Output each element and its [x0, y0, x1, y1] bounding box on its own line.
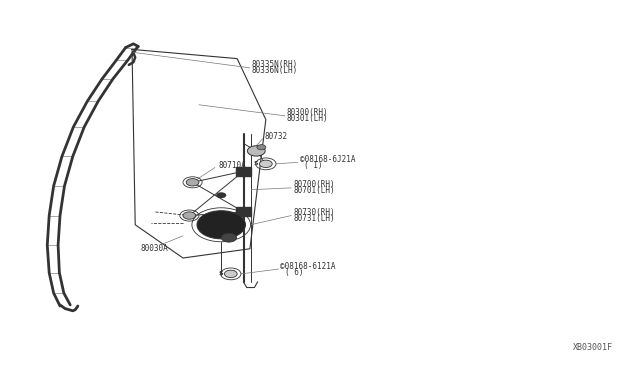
- Text: 80732: 80732: [264, 132, 288, 141]
- Text: 80300(RH): 80300(RH): [287, 108, 328, 118]
- Text: 80701(LH): 80701(LH): [293, 186, 335, 195]
- Circle shape: [221, 233, 237, 242]
- Text: 80030A: 80030A: [140, 244, 168, 253]
- Circle shape: [216, 192, 227, 198]
- Text: 80700(RH): 80700(RH): [293, 180, 335, 189]
- Bar: [236, 167, 251, 176]
- Text: XB03001F: XB03001F: [573, 343, 613, 352]
- Circle shape: [225, 270, 237, 278]
- Circle shape: [183, 212, 196, 219]
- Text: 80335N(RH): 80335N(RH): [252, 60, 298, 70]
- Text: ( 1): ( 1): [304, 161, 323, 170]
- Text: 80710A: 80710A: [218, 161, 246, 170]
- Circle shape: [197, 211, 246, 239]
- Text: 80730(RH): 80730(RH): [293, 208, 335, 217]
- Text: ©08168-6121A: ©08168-6121A: [280, 262, 336, 270]
- Text: 80336N(LH): 80336N(LH): [252, 66, 298, 75]
- Text: S: S: [218, 272, 223, 276]
- Circle shape: [259, 160, 272, 167]
- Text: 80731(LH): 80731(LH): [293, 214, 335, 223]
- Circle shape: [247, 146, 265, 156]
- Text: ©08168-6J21A: ©08168-6J21A: [300, 155, 355, 164]
- Circle shape: [257, 145, 266, 150]
- Text: S: S: [253, 161, 258, 166]
- Text: 80301(LH): 80301(LH): [287, 114, 328, 123]
- Circle shape: [186, 179, 199, 186]
- Text: ( 6): ( 6): [285, 267, 303, 276]
- Bar: [236, 208, 251, 216]
